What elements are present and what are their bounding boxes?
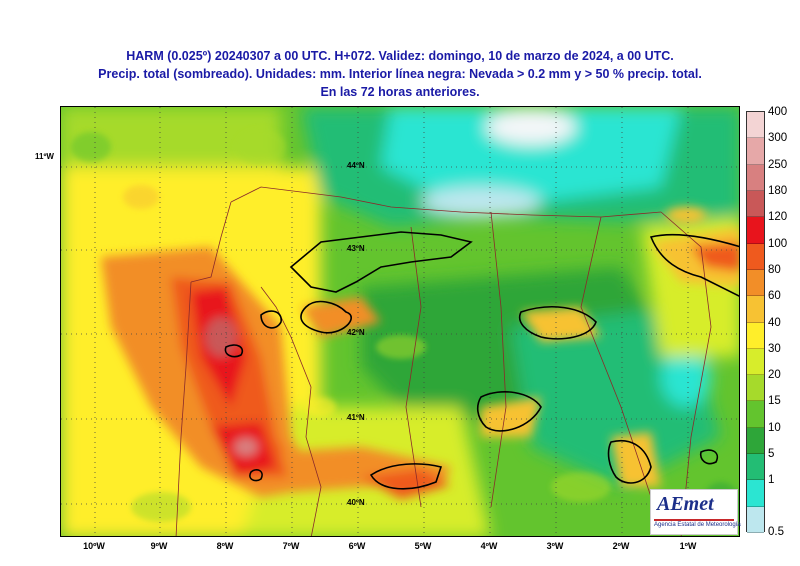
aemet-logo-text: AEmet — [657, 493, 714, 515]
colorbar-tick-label: 1 — [768, 474, 775, 487]
colorbar-segment — [747, 480, 764, 507]
lat-label-43: 43ºN — [347, 244, 365, 253]
lon-label-5w: 5ºW — [414, 541, 432, 551]
aemet-logo-bar — [654, 519, 734, 521]
colorbar-tick-label: 100 — [768, 237, 788, 250]
colorbar-tick-label: 5 — [768, 448, 775, 461]
lon-label-4w: 4ºW — [480, 541, 498, 551]
colorbar-segment — [747, 427, 764, 455]
colorbar-tick-label: 180 — [768, 184, 788, 197]
lon-label-7w: 7ºW — [282, 541, 300, 551]
colorbar-tick-label: 10 — [768, 421, 781, 434]
colorbar-tick-label: 400 — [768, 106, 788, 118]
precipitation-map-svg — [61, 107, 739, 536]
lat-label-44: 44ºN — [347, 161, 365, 170]
heavy-precip-west — [101, 207, 739, 499]
colorbar-tick-label: 250 — [768, 158, 788, 171]
colorbar-segment — [747, 164, 764, 191]
lon-label-6w: 6ºW — [348, 541, 366, 551]
precipitation-map — [60, 106, 740, 537]
lon-label-2w: 2ºW — [612, 541, 630, 551]
lon-label-1w: 1ºW — [679, 541, 697, 551]
colorbar-tick-label: 20 — [768, 369, 781, 382]
colorbar-legend — [746, 111, 765, 533]
colorbar-segment — [747, 269, 764, 297]
colorbar-segment — [747, 112, 764, 139]
lon-label-9w: 9ºW — [150, 541, 168, 551]
graticule — [61, 107, 739, 536]
aemet-logo: AEmet Agencia Estatal de Meteorología — [650, 489, 741, 535]
lat-label-42: 42ºN — [347, 328, 365, 337]
lon-label-8w: 8ºW — [216, 541, 234, 551]
colorbar-segment — [747, 322, 764, 349]
snow-contours — [224, 231, 739, 490]
lon-label-3w: 3ºW — [546, 541, 564, 551]
colorbar-segment — [747, 348, 764, 376]
colorbar-tick-label: 300 — [768, 132, 788, 145]
colorbar-tick-label: 80 — [768, 263, 781, 276]
colorbar-tick-label: 60 — [768, 290, 781, 303]
colorbar-segment — [747, 506, 764, 533]
colorbar-segment — [747, 401, 764, 428]
colorbar-segment — [747, 190, 764, 218]
colorbar-segment — [747, 138, 764, 165]
colorbar-segment — [747, 217, 764, 244]
title-line-2: Precip. total (sombreado). Unidades: mm.… — [98, 67, 702, 81]
colorbar-tick-label: 30 — [768, 342, 781, 355]
colorbar-tick-label: 120 — [768, 211, 788, 224]
title-line-3: En las 72 horas anteriores. — [320, 85, 480, 99]
colorbar-segment — [747, 296, 764, 323]
corner-longitude-label: 11ºW — [35, 152, 54, 161]
colorbar-tick-label: 15 — [768, 395, 781, 408]
lat-label-40: 40ºN — [347, 498, 365, 507]
aemet-logo-subtitle: Agencia Estatal de Meteorología — [654, 522, 741, 528]
title-line-1: HARM (0.025º) 20240307 a 00 UTC. H+072. … — [126, 49, 674, 63]
colorbar-segment — [747, 375, 764, 402]
colorbar-tick-label: 40 — [768, 316, 781, 329]
lat-label-41: 41ºN — [347, 413, 365, 422]
colorbar-tick-label: 0.5 — [768, 526, 784, 538]
colorbar-segment — [747, 243, 764, 270]
colorbar-segment — [747, 454, 764, 481]
lon-label-10w: 10ºW — [83, 541, 105, 551]
